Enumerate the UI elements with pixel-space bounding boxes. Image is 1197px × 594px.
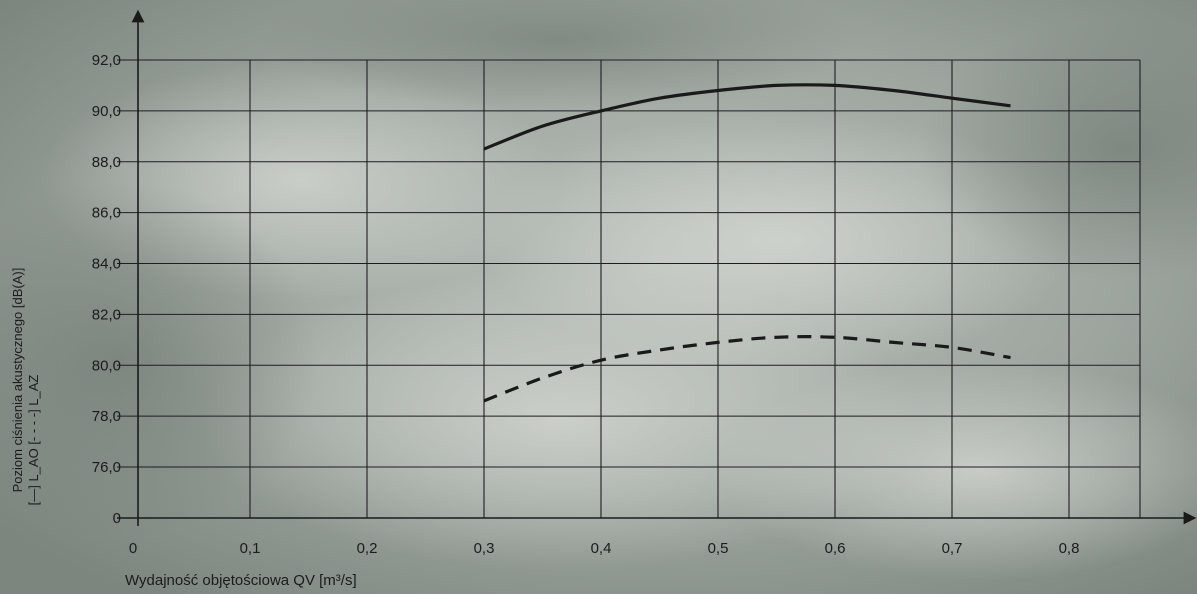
y-tick-label: 90,0 [92,103,121,120]
x-tick-label: 0 [129,540,137,557]
y-tick-label: 84,0 [92,256,121,273]
x-axis-title: Wydajność objętościowa QV [m³/s] [125,572,357,589]
x-tick-label: 0,8 [1059,540,1080,557]
y-tick-label: 82,0 [92,306,121,323]
x-tick-label: 0,6 [825,540,846,557]
y-tick-label: 92,0 [92,52,121,69]
y-axis-title-line1: Poziom ciśnienia akustycznego [dB(A)] [10,268,25,493]
x-tick-label: 0,7 [942,540,963,557]
y-tick-label: 80,0 [92,357,121,374]
y-tick-label: 86,0 [92,205,121,222]
x-tick-label: 0,4 [591,540,612,557]
y-tick-label: 0 [113,510,121,527]
x-tick-label: 0,3 [474,540,495,557]
y-tick-label: 88,0 [92,154,121,171]
x-tick-label: 0,2 [357,540,378,557]
y-axis-title-line2: [—] L_AO [- - - -] L_AZ [26,375,41,506]
x-tick-label: 0,5 [708,540,729,557]
y-tick-label: 78,0 [92,408,121,425]
y-tick-label: 76,0 [92,459,121,476]
x-tick-label: 0,1 [240,540,261,557]
